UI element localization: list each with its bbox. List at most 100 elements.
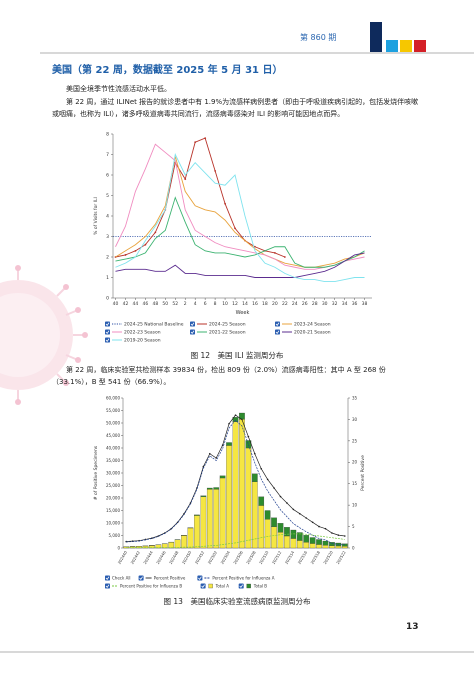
y2-tick-label: 5 — [352, 524, 355, 529]
x-tick-label: 18 — [262, 301, 268, 307]
series-marker — [241, 418, 243, 421]
y-tick-label: 1 — [106, 275, 109, 281]
bar-segment — [303, 542, 310, 549]
series-marker — [286, 502, 288, 504]
series-line — [115, 156, 365, 268]
series-marker — [215, 457, 218, 459]
series-marker — [311, 521, 314, 524]
legend-checkbox — [197, 575, 203, 581]
y2-axis-label: Percent Positive — [360, 455, 366, 491]
x-tick-label: 202448 — [168, 549, 180, 565]
bar-segment — [303, 535, 310, 543]
x-tick-label: 202450 — [181, 549, 193, 565]
lab-chart: 0 5,000 10,000 15,000 20,000 25,000 30,000 35,0… — [93, 395, 366, 589]
bar-segment — [219, 475, 226, 479]
series-marker — [283, 256, 286, 258]
x-tick-label: 16 — [252, 301, 258, 307]
y-tick-label: 0 — [117, 545, 120, 550]
x-tick-label: 202504 — [219, 549, 231, 565]
bar-segment — [290, 538, 297, 549]
x-tick-label: 12 — [232, 301, 238, 307]
bar-segment — [200, 495, 207, 497]
series-marker — [234, 227, 236, 230]
series-marker — [234, 414, 237, 416]
x-axis-label: Week — [236, 310, 250, 316]
x-tick-label: 202514 — [284, 549, 296, 565]
x-tick-label: 10 — [222, 301, 228, 307]
x-tick-label: 202512 — [271, 549, 283, 565]
series-marker — [154, 231, 157, 234]
series-line — [126, 419, 345, 545]
legend-checkbox — [105, 583, 110, 589]
y2-tick-label: 25 — [352, 438, 358, 443]
logo-block — [370, 22, 382, 52]
series-marker — [184, 178, 187, 180]
y-tick-label: 55,000 — [106, 408, 120, 413]
bar-segment — [251, 481, 258, 549]
x-tick-label: 8 — [214, 301, 217, 307]
x-tick-label: 6 — [204, 301, 207, 307]
legend-check — [105, 330, 110, 334]
y-tick-label: 0 — [106, 296, 109, 302]
bar-segment — [271, 517, 277, 527]
x-tick-label: 32 — [332, 301, 338, 307]
x-tick-label: 26 — [302, 301, 308, 307]
bar-segment — [187, 527, 194, 549]
series-marker — [208, 452, 211, 455]
x-tick-label: 202522 — [335, 549, 347, 565]
y-tick-label: 6 — [106, 173, 109, 179]
y-tick-label: 5 — [106, 193, 109, 199]
bar-segment — [206, 489, 213, 549]
x-tick-label: 48 — [152, 301, 158, 307]
legend-swatch — [208, 583, 213, 589]
legend-label: 2022-23 Season — [124, 330, 161, 336]
x-tick-label: 36 — [352, 301, 358, 307]
bar-segment — [322, 545, 329, 549]
legend-check — [198, 576, 202, 580]
bar-segment — [168, 542, 175, 549]
series-marker — [228, 422, 230, 425]
series-line — [115, 153, 365, 283]
y-tick-label: 7 — [106, 152, 109, 158]
bar-segment — [206, 487, 213, 490]
bar-segment — [309, 543, 316, 549]
x-tick-label: 14 — [242, 301, 248, 307]
series-marker — [331, 532, 333, 534]
bar-segment — [309, 537, 316, 544]
y-axis-label: % of Visits for ILI — [93, 197, 99, 235]
series-marker — [324, 527, 327, 530]
x-tick-label: 202510 — [258, 549, 270, 565]
bar-segment — [284, 535, 290, 549]
x-tick-label: 22 — [282, 301, 288, 307]
x-tick-label: 202440 — [117, 549, 129, 565]
paragraph: 美国全境季节性流感活动水平低。 — [66, 85, 171, 93]
legend-checkbox — [190, 329, 195, 335]
series-marker — [273, 487, 275, 489]
bar-segment — [264, 519, 271, 549]
y2-tick-label: 35 — [352, 395, 358, 400]
y2-tick-label: 30 — [352, 417, 358, 422]
legend-checkbox — [200, 583, 206, 589]
series-marker — [292, 508, 295, 511]
x-tick-label: 30 — [322, 301, 328, 307]
logo-block — [400, 40, 412, 52]
figure-caption: 图 13 美国临床实验室流感病原监测周分布 — [163, 597, 311, 606]
y-tick-label: 30,000 — [106, 470, 120, 475]
bar-segment — [271, 526, 277, 549]
y-tick-label: 40,000 — [106, 445, 120, 450]
x-tick-label: 40 — [113, 301, 119, 307]
x-tick-label: 2 — [184, 301, 187, 307]
bar-segment — [245, 447, 252, 549]
series-line — [126, 533, 345, 548]
bar-segment — [226, 445, 232, 549]
x-tick-label: 44 — [133, 301, 139, 307]
legend-check — [105, 584, 110, 588]
x-tick-label: 46 — [143, 301, 149, 307]
y-tick-label: 45,000 — [106, 433, 120, 438]
series-line — [115, 143, 365, 270]
bar-segment — [335, 545, 342, 549]
bar-segment — [296, 540, 303, 549]
bar-segment — [316, 539, 322, 545]
